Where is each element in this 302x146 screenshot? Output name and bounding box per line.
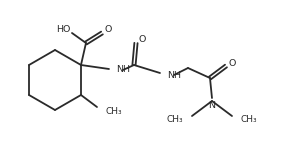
Text: O: O [228,59,236,67]
Text: CH₃: CH₃ [166,114,183,124]
Text: O: O [138,34,146,44]
Text: NH: NH [167,71,181,80]
Text: CH₃: CH₃ [106,106,123,115]
Text: NH: NH [116,66,130,74]
Text: CH₃: CH₃ [241,114,258,124]
Text: N: N [208,101,216,110]
Text: HO: HO [56,25,70,33]
Text: O: O [104,26,112,34]
